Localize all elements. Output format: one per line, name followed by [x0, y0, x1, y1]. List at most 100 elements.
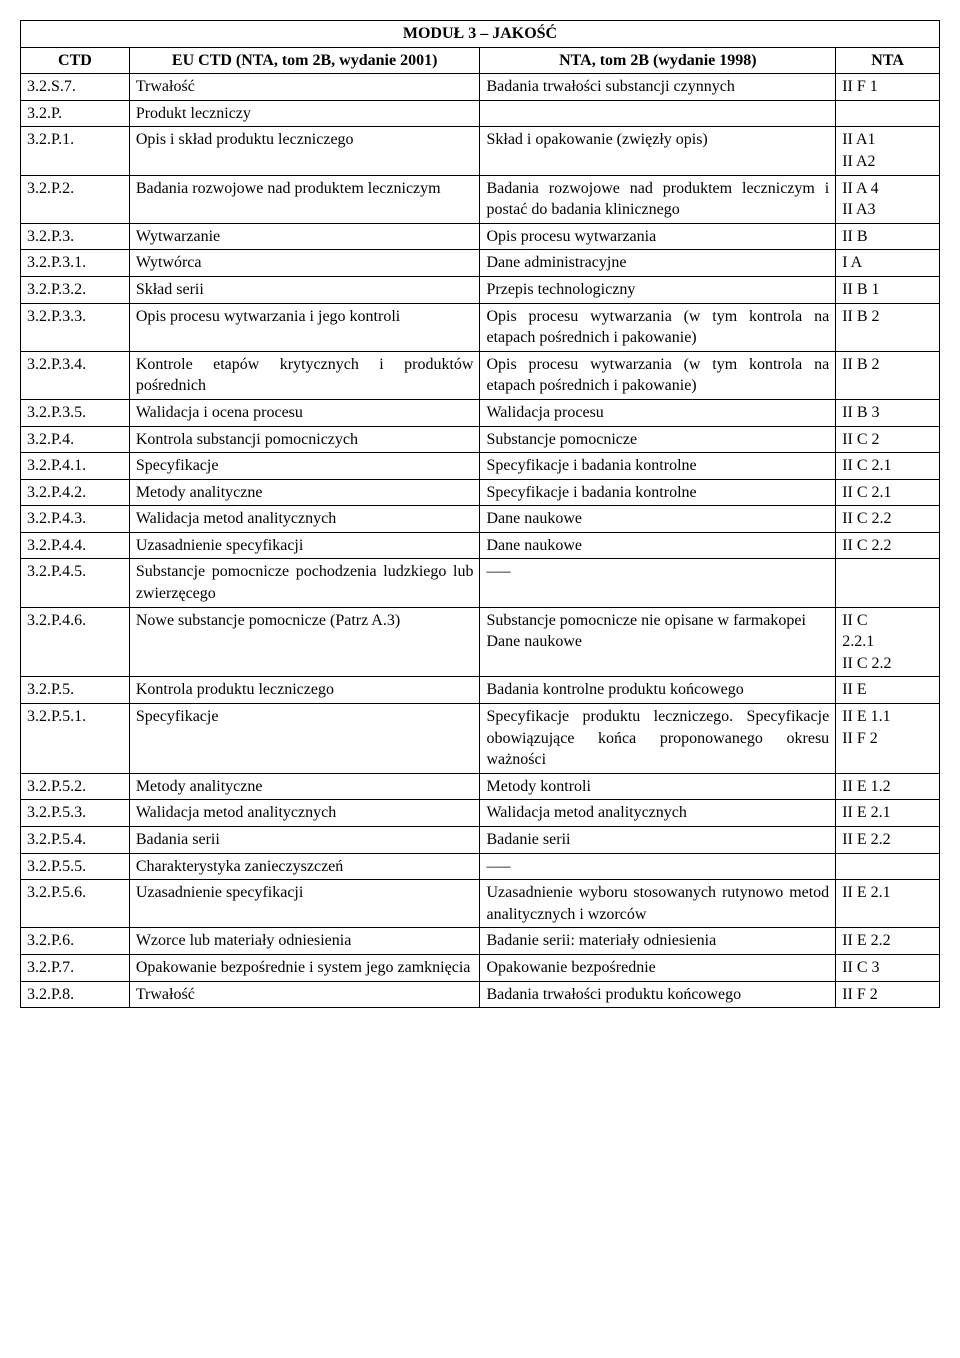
table-row: 3.2.P.4.1.SpecyfikacjeSpecyfikacje i bad… [21, 453, 940, 480]
table-row: 3.2.P.4.4.Uzasadnienie specyfikacjiDane … [21, 532, 940, 559]
cell-nta98: Metody kontroli [480, 773, 836, 800]
header-ctd: CTD [21, 47, 130, 74]
cell-ctd: 3.2.P.8. [21, 981, 130, 1008]
cell-eu: Opakowanie bezpośrednie i system jego za… [129, 954, 480, 981]
cell-ctd: 3.2.P.5. [21, 677, 130, 704]
cell-nta: II B 3 [836, 399, 940, 426]
cell-nta: I A [836, 250, 940, 277]
table-row: 3.2.P.3.4.Kontrole etapów krytycznych i … [21, 351, 940, 399]
cell-eu: Specyfikacje [129, 453, 480, 480]
cell-eu: Wzorce lub materiały odniesienia [129, 928, 480, 955]
cell-nta98: Opis procesu wytwarzania (w tym kontrola… [480, 303, 836, 351]
cell-nta98: Badania kontrolne produktu końcowego [480, 677, 836, 704]
cell-nta: II F 2 [836, 981, 940, 1008]
table-row: 3.2.S.7.TrwałośćBadania trwałości substa… [21, 74, 940, 101]
cell-nta98: Walidacja metod analitycznych [480, 800, 836, 827]
cell-nta: II C 2.2 [836, 506, 940, 533]
cell-ctd: 3.2.P.3. [21, 223, 130, 250]
cell-ctd: 3.2.P.3.3. [21, 303, 130, 351]
table-row: 3.2.P.5.4.Badania seriiBadanie seriiII E… [21, 827, 940, 854]
header-nta: NTA [836, 47, 940, 74]
cell-eu: Trwałość [129, 981, 480, 1008]
cell-nta98: Opis procesu wytwarzania (w tym kontrola… [480, 351, 836, 399]
header-nta98: NTA, tom 2B (wydanie 1998) [480, 47, 836, 74]
cell-ctd: 3.2.P.1. [21, 127, 130, 175]
cell-eu: Trwałość [129, 74, 480, 101]
cell-nta98 [480, 100, 836, 127]
cell-eu: Opis i skład produktu leczniczego [129, 127, 480, 175]
cell-nta: II B [836, 223, 940, 250]
cell-eu: Kontrola substancji pomocniczych [129, 426, 480, 453]
cell-nta: II C 2.2 [836, 532, 940, 559]
cell-nta: II C 2 [836, 426, 940, 453]
header-row: CTD EU CTD (NTA, tom 2B, wydanie 2001) N… [21, 47, 940, 74]
cell-ctd: 3.2.P.3.1. [21, 250, 130, 277]
title-row: MODUŁ 3 – JAKOŚĆ [21, 21, 940, 48]
table-row: 3.2.P.3.2.Skład seriiPrzepis technologic… [21, 276, 940, 303]
cell-ctd: 3.2.P.2. [21, 175, 130, 223]
cell-ctd: 3.2.P.4.2. [21, 479, 130, 506]
cell-eu: Nowe substancje pomocnicze (Patrz A.3) [129, 607, 480, 677]
cell-nta: II F 1 [836, 74, 940, 101]
cell-nta98: Badanie serii: materiały odniesienia [480, 928, 836, 955]
cell-ctd: 3.2.P.4.6. [21, 607, 130, 677]
table-row: 3.2.P.7.Opakowanie bezpośrednie i system… [21, 954, 940, 981]
cell-nta98: Dane administracyjne [480, 250, 836, 277]
cell-nta98: Substancje pomocnicze [480, 426, 836, 453]
cell-nta: II B 2 [836, 303, 940, 351]
cell-nta98: Badania trwałości substancji czynnych [480, 74, 836, 101]
cell-nta: II B 1 [836, 276, 940, 303]
cell-ctd: 3.2.P.5.1. [21, 704, 130, 774]
table-row: 3.2.P.4.3.Walidacja metod analitycznychD… [21, 506, 940, 533]
cell-nta98: Uzasadnienie wyboru stosowanych rutynowo… [480, 880, 836, 928]
cell-nta: II E [836, 677, 940, 704]
cell-ctd: 3.2.P.4.5. [21, 559, 130, 607]
cell-nta [836, 853, 940, 880]
cell-ctd: 3.2.S.7. [21, 74, 130, 101]
table-row: 3.2.P.5.Kontrola produktu leczniczegoBad… [21, 677, 940, 704]
cell-ctd: 3.2.P.3.4. [21, 351, 130, 399]
cell-nta: II E 2.1 [836, 880, 940, 928]
cell-nta: II A1II A2 [836, 127, 940, 175]
table-row: 3.2.P.Produkt leczniczy [21, 100, 940, 127]
cell-nta: II C 2.1 [836, 453, 940, 480]
cell-nta98: Substancje pomocnicze nie opisane w farm… [480, 607, 836, 677]
table-row: 3.2.P.5.1.SpecyfikacjeSpecyfikacje produ… [21, 704, 940, 774]
cell-nta98: Walidacja procesu [480, 399, 836, 426]
cell-ctd: 3.2.P.7. [21, 954, 130, 981]
cell-eu: Specyfikacje [129, 704, 480, 774]
cell-ctd: 3.2.P.5.4. [21, 827, 130, 854]
cell-nta98: —– [480, 853, 836, 880]
cell-nta98: Skład i opakowanie (zwięzły opis) [480, 127, 836, 175]
cell-nta: II E 2.1 [836, 800, 940, 827]
cell-nta98: Specyfikacje i badania kontrolne [480, 453, 836, 480]
cell-nta98: Dane naukowe [480, 506, 836, 533]
cell-ctd: 3.2.P.3.5. [21, 399, 130, 426]
cell-eu: Kontrole etapów krytycznych i produktów … [129, 351, 480, 399]
cell-nta98: Dane naukowe [480, 532, 836, 559]
cell-eu: Badania serii [129, 827, 480, 854]
cell-ctd: 3.2.P.5.6. [21, 880, 130, 928]
cell-nta [836, 100, 940, 127]
table-row: 3.2.P.5.6.Uzasadnienie specyfikacjiUzasa… [21, 880, 940, 928]
cell-eu: Wytwórca [129, 250, 480, 277]
cell-ctd: 3.2.P.4.1. [21, 453, 130, 480]
cell-eu: Uzasadnienie specyfikacji [129, 880, 480, 928]
module-table: MODUŁ 3 – JAKOŚĆ CTD EU CTD (NTA, tom 2B… [20, 20, 940, 1008]
cell-nta: II E 2.2 [836, 827, 940, 854]
cell-nta98: Badania trwałości produktu końcowego [480, 981, 836, 1008]
cell-eu: Substancje pomocnicze pochodzenia ludzki… [129, 559, 480, 607]
cell-nta98: Badanie serii [480, 827, 836, 854]
cell-ctd: 3.2.P.4. [21, 426, 130, 453]
cell-eu: Charakterystyka zanieczyszczeń [129, 853, 480, 880]
table-row: 3.2.P.4.Kontrola substancji pomocniczych… [21, 426, 940, 453]
cell-ctd: 3.2.P.4.4. [21, 532, 130, 559]
cell-eu: Walidacja metod analitycznych [129, 506, 480, 533]
cell-nta98: Opis procesu wytwarzania [480, 223, 836, 250]
cell-eu: Kontrola produktu leczniczego [129, 677, 480, 704]
cell-ctd: 3.2.P.6. [21, 928, 130, 955]
cell-eu: Wytwarzanie [129, 223, 480, 250]
cell-nta98: Specyfikacje i badania kontrolne [480, 479, 836, 506]
cell-ctd: 3.2.P. [21, 100, 130, 127]
cell-nta: II B 2 [836, 351, 940, 399]
